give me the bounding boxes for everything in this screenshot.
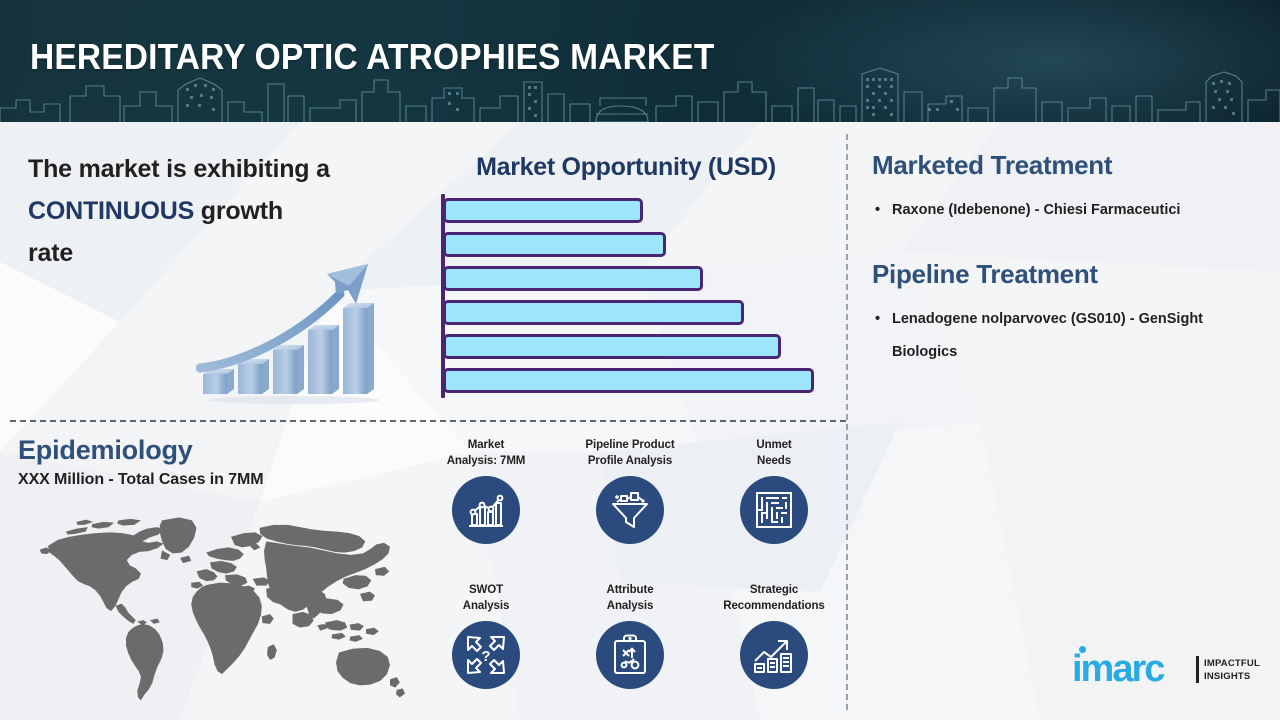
icon-circle[interactable] (740, 476, 808, 544)
world-map-icon (39, 517, 405, 701)
vertical-divider (846, 134, 848, 710)
grid-item-label-line2: Analysis (462, 599, 510, 612)
epidemiology-title: Epidemiology (18, 435, 193, 465)
icon-circle[interactable] (596, 621, 664, 689)
page-title: HEREDITARY OPTIC ATROPHIES MARKET (30, 36, 715, 77)
grid-item-label-line1: Unmet (756, 439, 792, 451)
tagline-line-2: CONTINUOUS growth (28, 190, 368, 232)
growth-arrow-bar-chart-icon (196, 264, 380, 404)
tagline-line-1: The market is exhibiting a (28, 155, 330, 183)
grid-item-unmet-needs[interactable]: Unmet Needs (702, 438, 846, 544)
epidemiology-subtitle: XXX Million - Total Cases in 7MM (18, 471, 264, 488)
bar-chart-trend-icon (469, 494, 504, 527)
logo-wordmark: imarc (1072, 648, 1165, 690)
logo-dot-icon (1079, 646, 1086, 653)
svg-text:?: ? (481, 648, 490, 665)
marketed-treatment-list: • Raxone (Idebenone) - Chiesi Farmaceuti… (872, 194, 1264, 227)
grid-item-label-line2: Needs (756, 454, 792, 467)
marketed-treatment-heading: Marketed Treatment (872, 150, 1113, 180)
treatments-panel: Marketed Treatment • Raxone (Idebenone) … (872, 148, 1264, 369)
icon-circle[interactable]: ? (452, 621, 520, 689)
grid-item-market-analysis[interactable]: Market Analysis: 7MM (414, 438, 558, 544)
funnel-filter-icon (612, 492, 648, 528)
bullet-icon: • (875, 311, 881, 327)
chart-bar (443, 232, 666, 257)
icon-circle[interactable] (596, 476, 664, 544)
grid-item-strategic-recommendations[interactable]: Strategic Recommendations (702, 583, 846, 689)
grid-item-label-line2: Profile Analysis (587, 454, 673, 467)
chart-bars-area (441, 194, 836, 398)
tagline-line-3: rate (28, 239, 74, 267)
market-opportunity-chart: Market Opportunity (USD) (416, 150, 836, 404)
icon-circle[interactable] (740, 621, 808, 689)
clipboard-strategy-icon (614, 634, 646, 674)
analysis-icon-grid: Market Analysis: 7MM (414, 438, 846, 700)
grid-item-label-line2: Recommendations (723, 599, 825, 612)
pipeline-treatment-list: • Lenadogene nolparvovec (GS010) - GenSi… (872, 303, 1264, 369)
icon-circle[interactable] (452, 476, 520, 544)
chart-bar (443, 266, 703, 291)
chart-bar (443, 368, 814, 393)
grid-item-attribute-analysis[interactable]: Attribute Analysis (558, 583, 702, 689)
list-item: • Lenadogene nolparvovec (GS010) - GenSi… (872, 303, 1264, 369)
grid-item-label-line1: Attribute (606, 584, 654, 596)
four-arrows-question-icon: ? (467, 636, 505, 674)
logo-tagline-line2: INSIGHTS (1204, 671, 1251, 682)
tagline-block: The market is exhibiting a CONTINUOUS gr… (28, 148, 368, 274)
grid-item-label-line1: Pipeline Product (585, 439, 675, 451)
horizontal-divider (10, 420, 846, 422)
imarc-logo[interactable]: imarc IMPACTFUL INSIGHTS (1072, 646, 1262, 694)
logo-tagline-line1: IMPACTFUL (1204, 658, 1260, 669)
header-glow (704, 0, 1280, 122)
chart-bar (443, 198, 643, 223)
chart-bar (443, 334, 781, 359)
epidemiology-block: Epidemiology XXX Million - Total Cases i… (18, 432, 418, 489)
list-item-label: Lenadogene nolparvovec (GS010) - GenSigh… (892, 311, 1204, 360)
logo-separator (1196, 656, 1199, 683)
chart-axis (441, 194, 445, 398)
list-item: • Raxone (Idebenone) - Chiesi Farmaceuti… (872, 194, 1264, 227)
pipeline-treatment-heading: Pipeline Treatment (872, 259, 1098, 289)
tagline-highlight: CONTINUOUS (28, 197, 195, 225)
maze-icon (756, 492, 792, 528)
grid-item-swot-analysis[interactable]: SWOT Analysis ? (414, 583, 558, 689)
grid-item-label-line1: Market (467, 439, 505, 451)
bullet-icon: • (875, 202, 881, 218)
tagline-line-2-rest: growth (194, 197, 283, 225)
logo-tagline: IMPACTFUL INSIGHTS (1204, 657, 1260, 683)
growth-bars-arrow-icon (754, 640, 792, 673)
grid-item-label-line1: SWOT (468, 584, 504, 596)
grid-item-pipeline-product-profile-analysis[interactable]: Pipeline Product Profile Analysis (558, 438, 702, 544)
header-banner: HEREDITARY OPTIC ATROPHIES MARKET (0, 0, 1280, 122)
list-item-label: Raxone (Idebenone) - Chiesi Farmaceutici (892, 202, 1181, 218)
grid-item-label-line2: Analysis (606, 599, 654, 612)
grid-item-label-line2: Analysis: 7MM (446, 454, 526, 467)
grid-item-label-line1: Strategic (749, 584, 799, 596)
panel-spacer (872, 227, 1264, 257)
chart-bar (443, 300, 744, 325)
city-skyline-icon (0, 67, 1280, 122)
chart-title: Market Opportunity (USD) (476, 153, 776, 181)
